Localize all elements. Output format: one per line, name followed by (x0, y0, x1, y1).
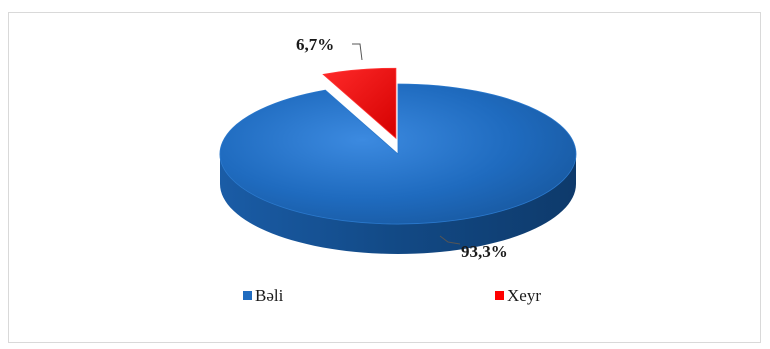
legend-label-xeyr: Xeyr (507, 286, 541, 305)
data-label-xeyr: 6,7% (296, 35, 334, 54)
leader-line-beli (439, 235, 461, 245)
pie-slice-beli (219, 83, 577, 225)
legend-swatch-xeyr (495, 291, 504, 300)
legend: Bəli Xeyr (243, 286, 541, 305)
leader-line-xeyr (352, 43, 363, 61)
legend-swatch-beli (243, 291, 252, 300)
pie-side-beli (220, 154, 576, 254)
data-label-beli: 93,3% (461, 242, 508, 261)
pie-slice-xeyr (322, 67, 397, 140)
legend-label-beli: Bəli (255, 286, 284, 305)
